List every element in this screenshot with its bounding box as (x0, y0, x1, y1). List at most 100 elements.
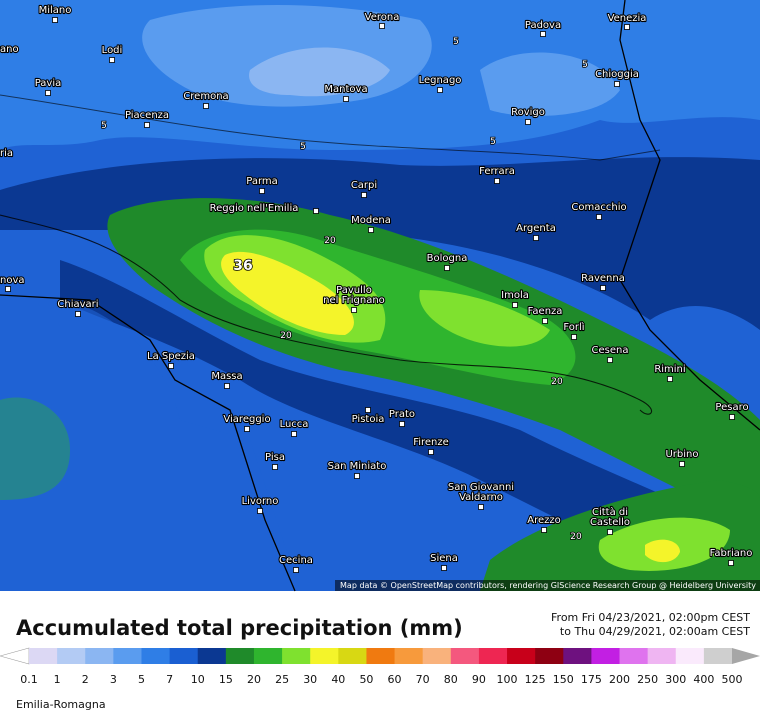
city-label: ano (0, 44, 19, 55)
footer: Accumulated total precipitation (mm) Fro… (16, 611, 750, 710)
legend-label: 15 (219, 673, 233, 686)
contour-label: 20 (551, 377, 563, 387)
legend-label: 150 (553, 673, 574, 686)
legend-swatch (141, 648, 171, 664)
city-label: San Miniato (328, 461, 387, 472)
city-marker (667, 376, 673, 382)
legend-swatch (478, 648, 508, 664)
city-label: Pisa (265, 452, 285, 463)
city-marker (494, 178, 500, 184)
city-marker (144, 122, 150, 128)
city-label: La Spezia (147, 351, 195, 362)
legend-swatch (507, 648, 536, 664)
legend-label: 30 (303, 673, 317, 686)
city-marker (259, 188, 265, 194)
city-marker (624, 24, 630, 30)
city-marker (428, 449, 434, 455)
city-label: Cesena (592, 345, 629, 356)
legend-swatch (647, 648, 677, 664)
city-label: Livorno (242, 496, 279, 507)
city-marker (313, 208, 319, 214)
city-label: Valdarno (459, 492, 503, 503)
city-label: Cecina (279, 555, 313, 566)
city-marker (224, 383, 230, 389)
city-label: Cremona (183, 91, 228, 102)
city-label: Parma (246, 176, 278, 187)
city-label: Castello (590, 517, 630, 528)
city-marker (361, 192, 367, 198)
legend-label: 25 (275, 673, 289, 686)
city-marker (542, 318, 548, 324)
city-label: Lucca (280, 419, 309, 430)
contour-layer: 5 5 5 5 5 20 20 20 20 36 (100, 36, 588, 543)
legend-swatch (169, 648, 199, 664)
city-marker (679, 461, 685, 467)
city-marker (729, 414, 735, 420)
date-from: From Fri 04/23/2021, 02:00pm CEST (551, 611, 750, 624)
city-label: Urbino (665, 449, 698, 460)
legend-label: 70 (416, 673, 430, 686)
legend-label: 175 (581, 673, 602, 686)
legend-label: 3 (110, 673, 117, 686)
city-marker (168, 363, 174, 369)
city-label: Piacenza (125, 110, 169, 121)
legend-swatch (113, 648, 142, 664)
legend: 0.1 1 2 3 5 7 10 15 20 25 30 40 50 60 70 80 90 100 125 150 1… (0, 647, 760, 686)
legend-swatch (675, 648, 705, 664)
city-marker (607, 357, 613, 363)
city-label: Verona (365, 12, 400, 23)
city-label: Arezzo (527, 515, 561, 526)
city-label: Massa (211, 371, 242, 382)
legend-swatch (422, 648, 452, 664)
city-label: Padova (525, 20, 561, 31)
city-marker (291, 431, 297, 437)
city-label: Venezia (608, 13, 647, 24)
legend-label: 300 (665, 673, 686, 686)
city-marker (343, 96, 349, 102)
city-label: Pavullo (336, 285, 372, 296)
attribution: Map data © OpenStreetMap contributors, r… (340, 581, 756, 590)
contour-label: 20 (570, 532, 582, 542)
legend-label: 0.1 (20, 673, 38, 686)
contour-label: 20 (280, 331, 292, 341)
legend-swatch (253, 648, 283, 664)
city-label: Città di (592, 506, 628, 518)
city-marker (365, 407, 371, 413)
contour-label: 5 (453, 37, 459, 47)
legend-swatch (29, 648, 58, 664)
city-label: Carpi (351, 180, 377, 191)
city-label: ria (0, 148, 13, 159)
legend-swatch (366, 648, 396, 664)
city-marker (5, 286, 11, 292)
attribution-bg (335, 580, 760, 591)
city-label: Firenze (413, 437, 449, 448)
contour-label: 36 (233, 258, 252, 274)
city-marker (293, 567, 299, 573)
contour-label: 5 (300, 142, 306, 152)
legend-swatch (394, 648, 424, 664)
map: Map data © OpenStreetMap contributors, r… (0, 0, 760, 592)
legend-swatch (338, 648, 367, 664)
city-marker (441, 565, 447, 571)
legend-swatch (535, 648, 564, 664)
legend-label: 1 (54, 673, 61, 686)
region-name: Emilia-Romagna (16, 698, 106, 710)
city-label: Modena (351, 215, 391, 226)
legend-label: 90 (472, 673, 486, 686)
legend-label: 400 (693, 673, 714, 686)
city-marker (444, 265, 450, 271)
city-marker (52, 17, 58, 23)
city-marker (354, 473, 360, 479)
contour-label: 5 (101, 121, 107, 131)
legend-label: 50 (359, 673, 373, 686)
region-border (0, 214, 652, 415)
legend-label: 7 (166, 673, 173, 686)
city-label: Bologna (427, 253, 468, 264)
city-label: Forlì (563, 321, 584, 333)
city-label: Comacchio (571, 202, 626, 213)
sea (0, 296, 300, 591)
legend-swatch (310, 648, 339, 664)
legend-swatch (197, 648, 227, 664)
city-label: Mantova (324, 84, 367, 95)
city-marker (203, 103, 209, 109)
